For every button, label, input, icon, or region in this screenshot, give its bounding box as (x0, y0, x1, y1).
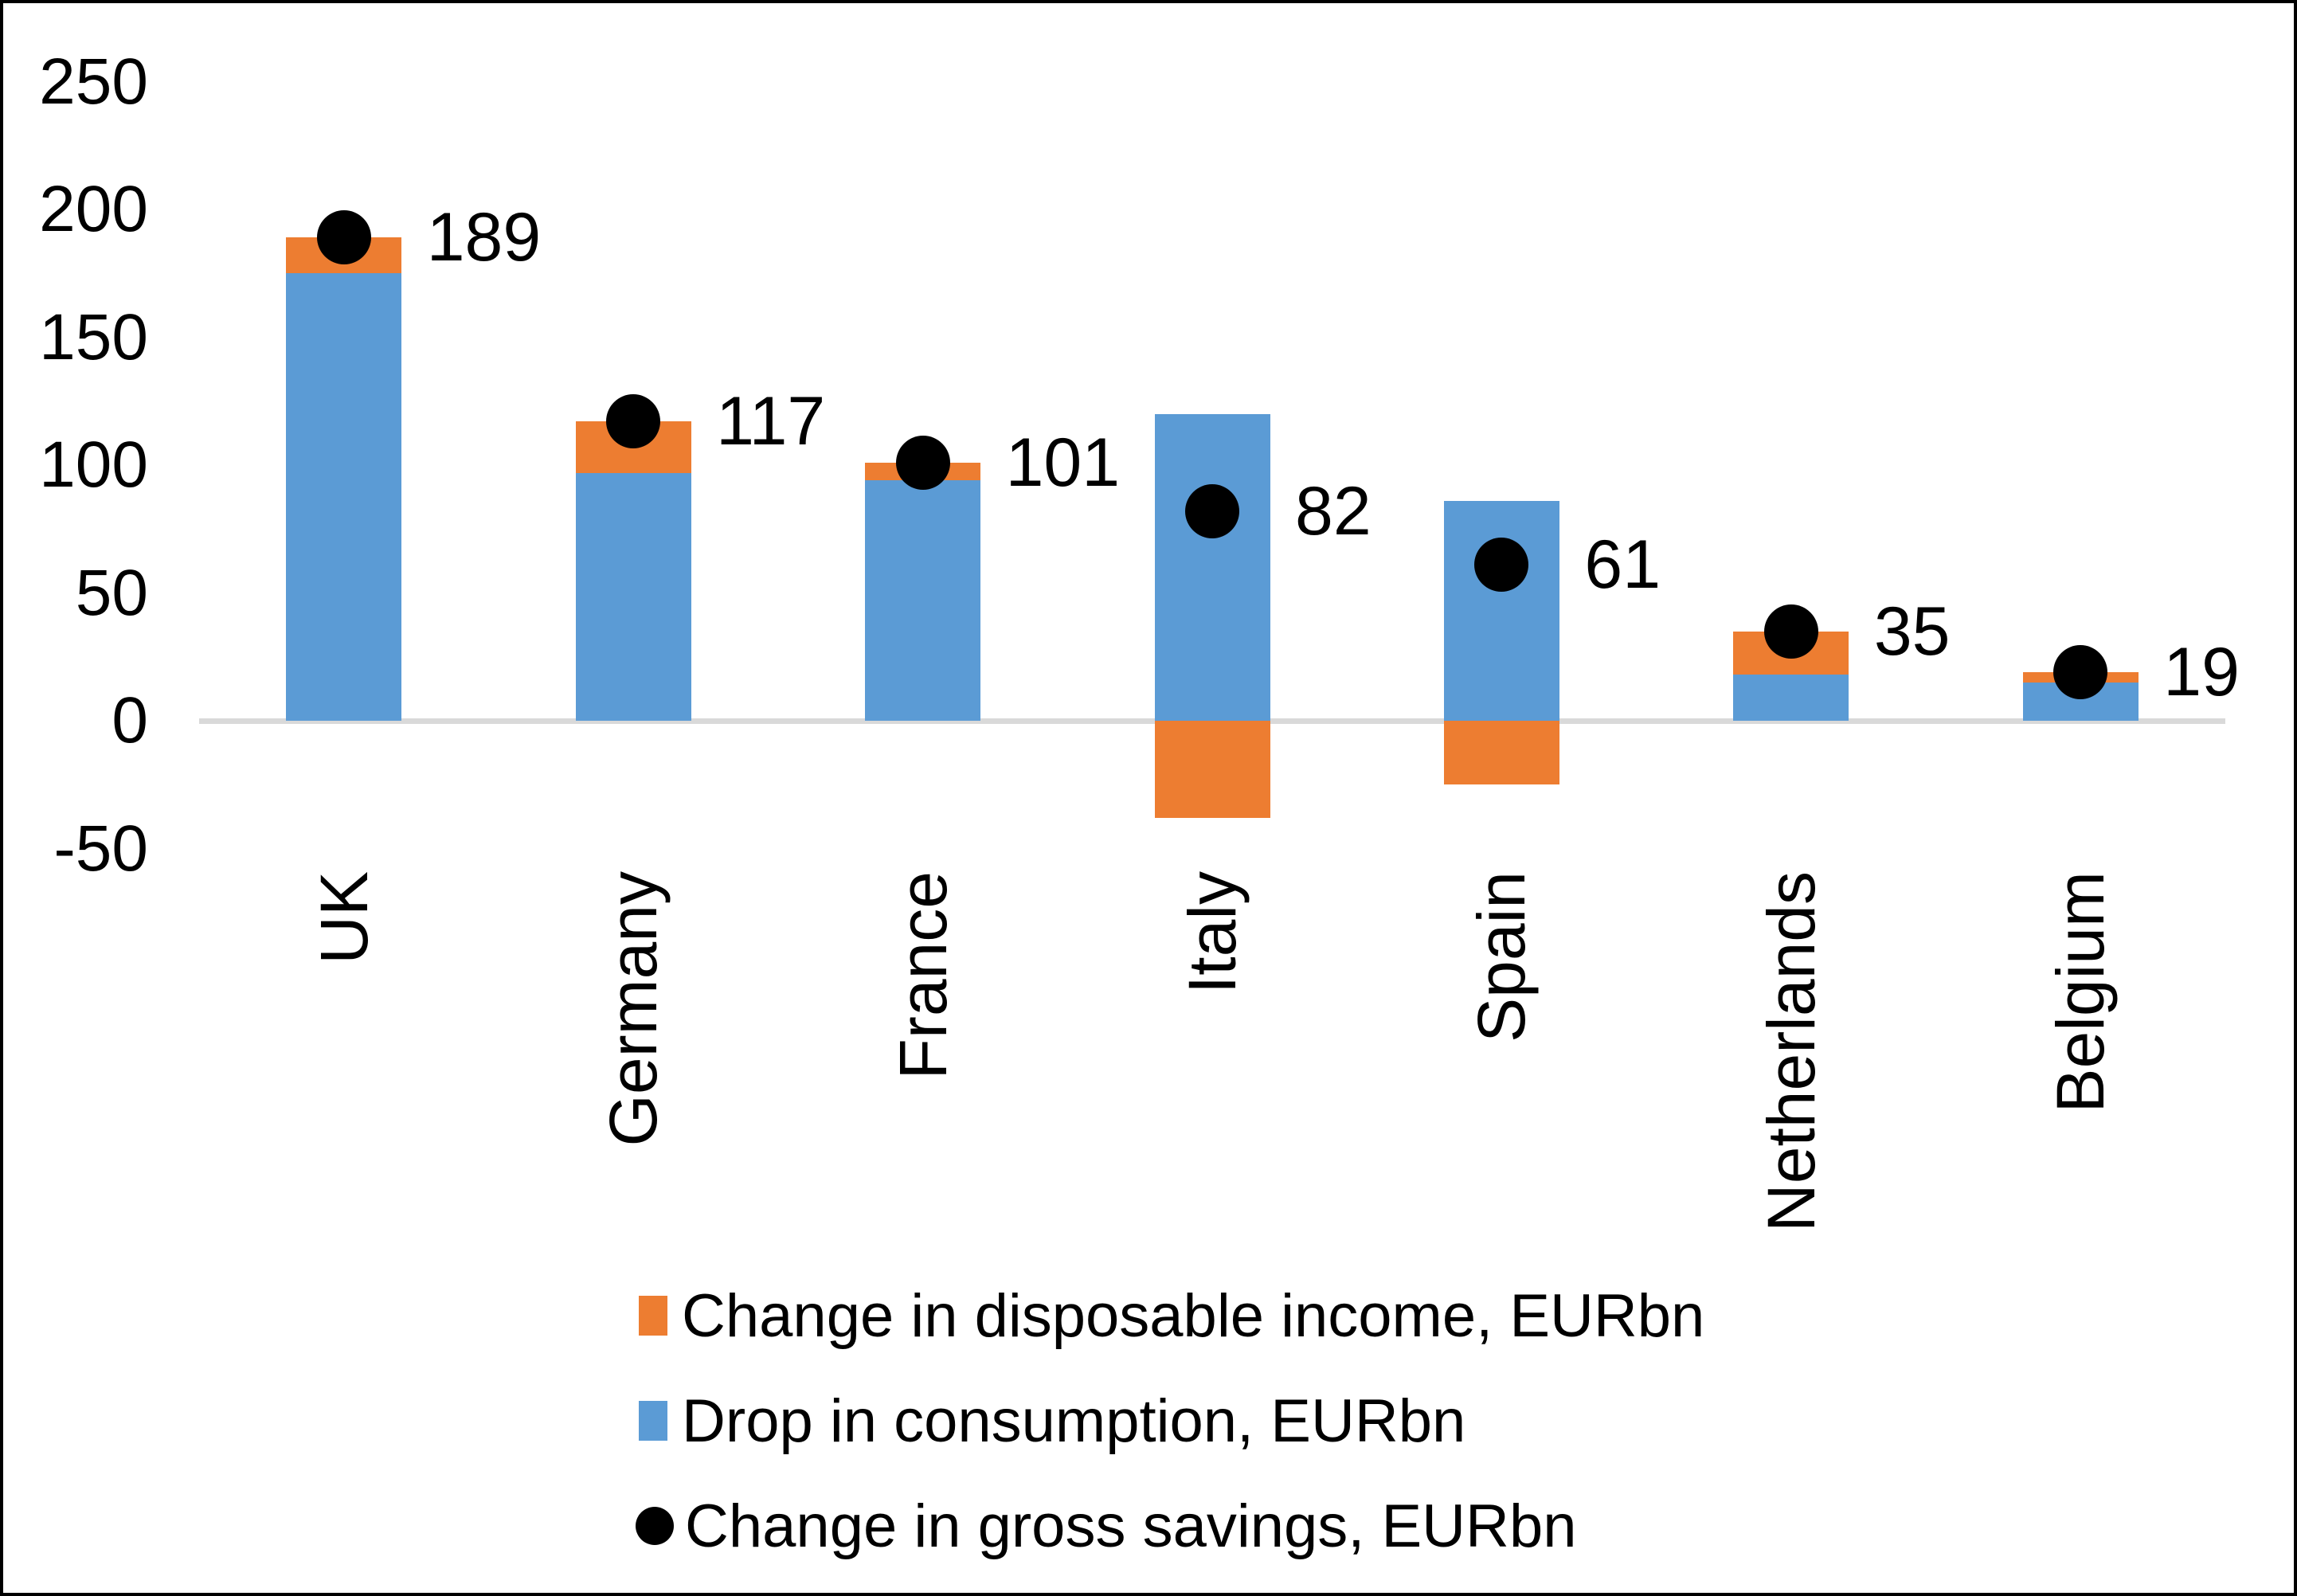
x-axis-label-netherlands: Netherlands (1753, 871, 1829, 1232)
y-axis-tick-label: 250 (39, 45, 148, 118)
y-axis-tick-label: 50 (75, 556, 148, 629)
y-axis-tick-label: -50 (53, 812, 148, 885)
data-label-italy: 82 (1295, 472, 1372, 550)
legend-marker-gross-savings-icon (636, 1507, 674, 1545)
data-label-uk: 189 (426, 199, 542, 276)
x-axis-label-spain: Spain (1464, 871, 1540, 1042)
legend-item-drop-in-consumption: Drop in consumption, EURbn (639, 1368, 1704, 1473)
x-axis-label-italy: Italy (1175, 871, 1250, 995)
bar-consumption-italy (1154, 413, 1270, 721)
legend-marker-disposable-income-icon (639, 1296, 667, 1336)
dot-gross-savings-belgium (2053, 645, 2108, 699)
bar-consumption-france (865, 480, 981, 721)
bar-consumption-uk (286, 273, 402, 721)
data-label-germany: 117 (716, 383, 826, 460)
legend-marker-drop-in-consumption-icon (639, 1401, 667, 1441)
bar-disposable-income-italy (1154, 721, 1270, 818)
dot-gross-savings-italy (1185, 483, 1239, 538)
y-axis-tick-label: 0 (112, 684, 148, 757)
legend-label-gross-savings: Change in gross savings, EURbn (685, 1492, 1577, 1560)
y-axis-tick-label: 150 (39, 300, 148, 374)
data-label-netherlands: 35 (1873, 593, 1951, 670)
bar-consumption-netherlands (1733, 675, 1849, 721)
x-axis-label-belgium: Belgium (2043, 871, 2119, 1113)
dot-gross-savings-netherlands (1763, 604, 1818, 659)
y-axis-tick-label: 200 (39, 173, 148, 245)
bar-consumption-germany (575, 472, 691, 721)
legend-label-disposable-income: Change in disposable income, EURbn (682, 1281, 1705, 1350)
legend-item-gross-savings: Change in gross savings, EURbn (636, 1473, 1704, 1578)
dot-gross-savings-spain (1474, 538, 1529, 593)
legend-item-disposable-income: Change in disposable income, EURbn (639, 1263, 1704, 1368)
dot-gross-savings-france (895, 435, 950, 490)
data-label-belgium: 19 (2163, 634, 2240, 710)
x-axis-label-uk: UK (306, 871, 382, 964)
dot-gross-savings-germany (606, 394, 661, 449)
x-axis-label-germany: Germany (596, 871, 671, 1147)
data-label-france: 101 (1005, 424, 1121, 501)
legend: Change in disposable income, EURbn Drop … (636, 1263, 1704, 1578)
bar-consumption-spain (1443, 500, 1559, 721)
dot-gross-savings-uk (316, 210, 371, 265)
bar-disposable-income-spain (1443, 721, 1559, 785)
y-axis-tick-label: 100 (39, 428, 148, 501)
legend-label-drop-in-consumption: Drop in consumption, EURbn (682, 1387, 1466, 1455)
data-label-spain: 61 (1584, 526, 1661, 604)
x-axis-label-france: France (885, 871, 961, 1080)
